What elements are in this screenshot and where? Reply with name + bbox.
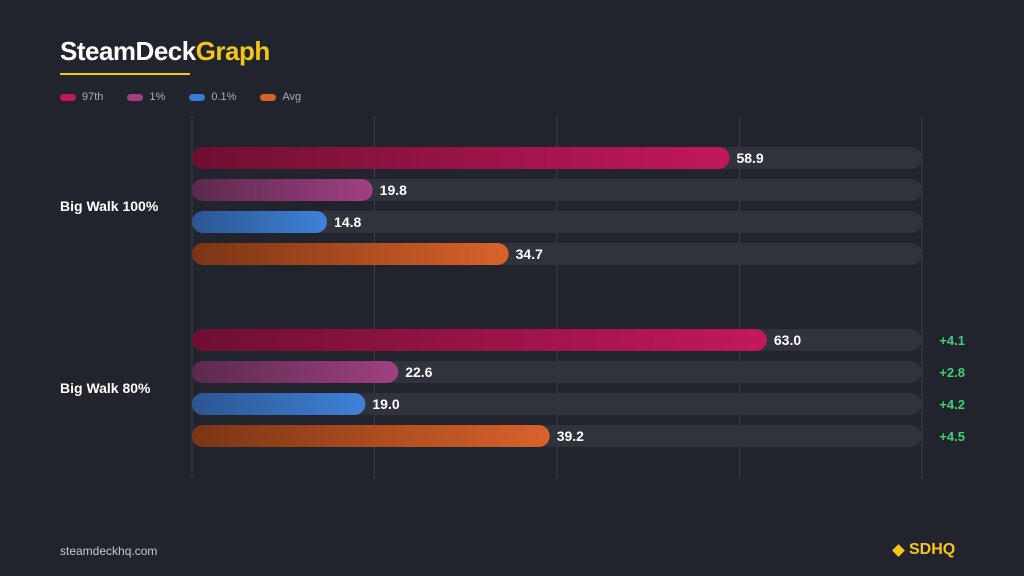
diff-label: +2.8 xyxy=(939,365,965,380)
bar-track xyxy=(192,393,922,415)
legend-swatch xyxy=(260,93,277,101)
bar-0.1% xyxy=(192,211,328,233)
legend-item-1: 1% xyxy=(127,91,165,103)
value-label: 39.2 xyxy=(557,428,584,444)
value-label: 14.8 xyxy=(334,214,361,230)
footer-site: steamdeckhq.com xyxy=(60,544,158,558)
bar-97th xyxy=(192,329,767,351)
value-label: 34.7 xyxy=(516,246,543,262)
bar-1% xyxy=(192,179,373,201)
bar-97th xyxy=(192,147,730,169)
bar-Avg xyxy=(192,425,550,447)
legend-item-2: 0.1% xyxy=(189,91,236,103)
legend-item-0: 97th xyxy=(60,91,103,103)
footer-logo: SDHQ xyxy=(892,541,956,559)
bar-1% xyxy=(192,361,399,383)
chart-bars: Big Walk 100% 58.9 19.8 14.8 34.7 Big Walk 80… xyxy=(60,147,965,447)
brand-title: SteamDeckGraph xyxy=(60,36,270,67)
diff-label: +4.2 xyxy=(939,397,965,412)
legend-swatch xyxy=(127,93,144,101)
legend-label: Avg xyxy=(282,91,302,103)
legend-label: 1% xyxy=(149,91,166,103)
chart-legend: 97th 1% 0.1% Avg xyxy=(60,91,301,103)
legend-swatch xyxy=(60,93,76,101)
legend-item-3: Avg xyxy=(260,91,301,103)
value-label: 22.6 xyxy=(405,364,432,380)
legend-label: 0.1% xyxy=(211,91,237,103)
category-label: Big Walk 80% xyxy=(60,380,151,396)
bar-track xyxy=(192,179,922,201)
value-label: 19.8 xyxy=(380,182,407,198)
diamond-icon xyxy=(892,543,905,557)
brand-title-part1: SteamDeck xyxy=(60,36,196,66)
diff-label: +4.5 xyxy=(939,429,965,444)
diff-label: +4.1 xyxy=(939,333,965,348)
bar-Avg xyxy=(192,243,509,265)
chart-gridlines xyxy=(191,116,923,478)
bar-0.1% xyxy=(192,393,366,415)
footer-logo-text: SDHQ xyxy=(909,541,956,558)
category-label: Big Walk 100% xyxy=(60,198,159,214)
legend-label: 97th xyxy=(82,91,104,103)
value-label: 63.0 xyxy=(774,332,801,348)
value-label: 58.9 xyxy=(736,150,763,166)
bar-track xyxy=(192,211,922,233)
value-label: 19.0 xyxy=(372,396,399,412)
brand-title-part2: Graph xyxy=(195,36,271,66)
legend-swatch xyxy=(189,93,206,101)
brand-underline xyxy=(60,73,190,75)
